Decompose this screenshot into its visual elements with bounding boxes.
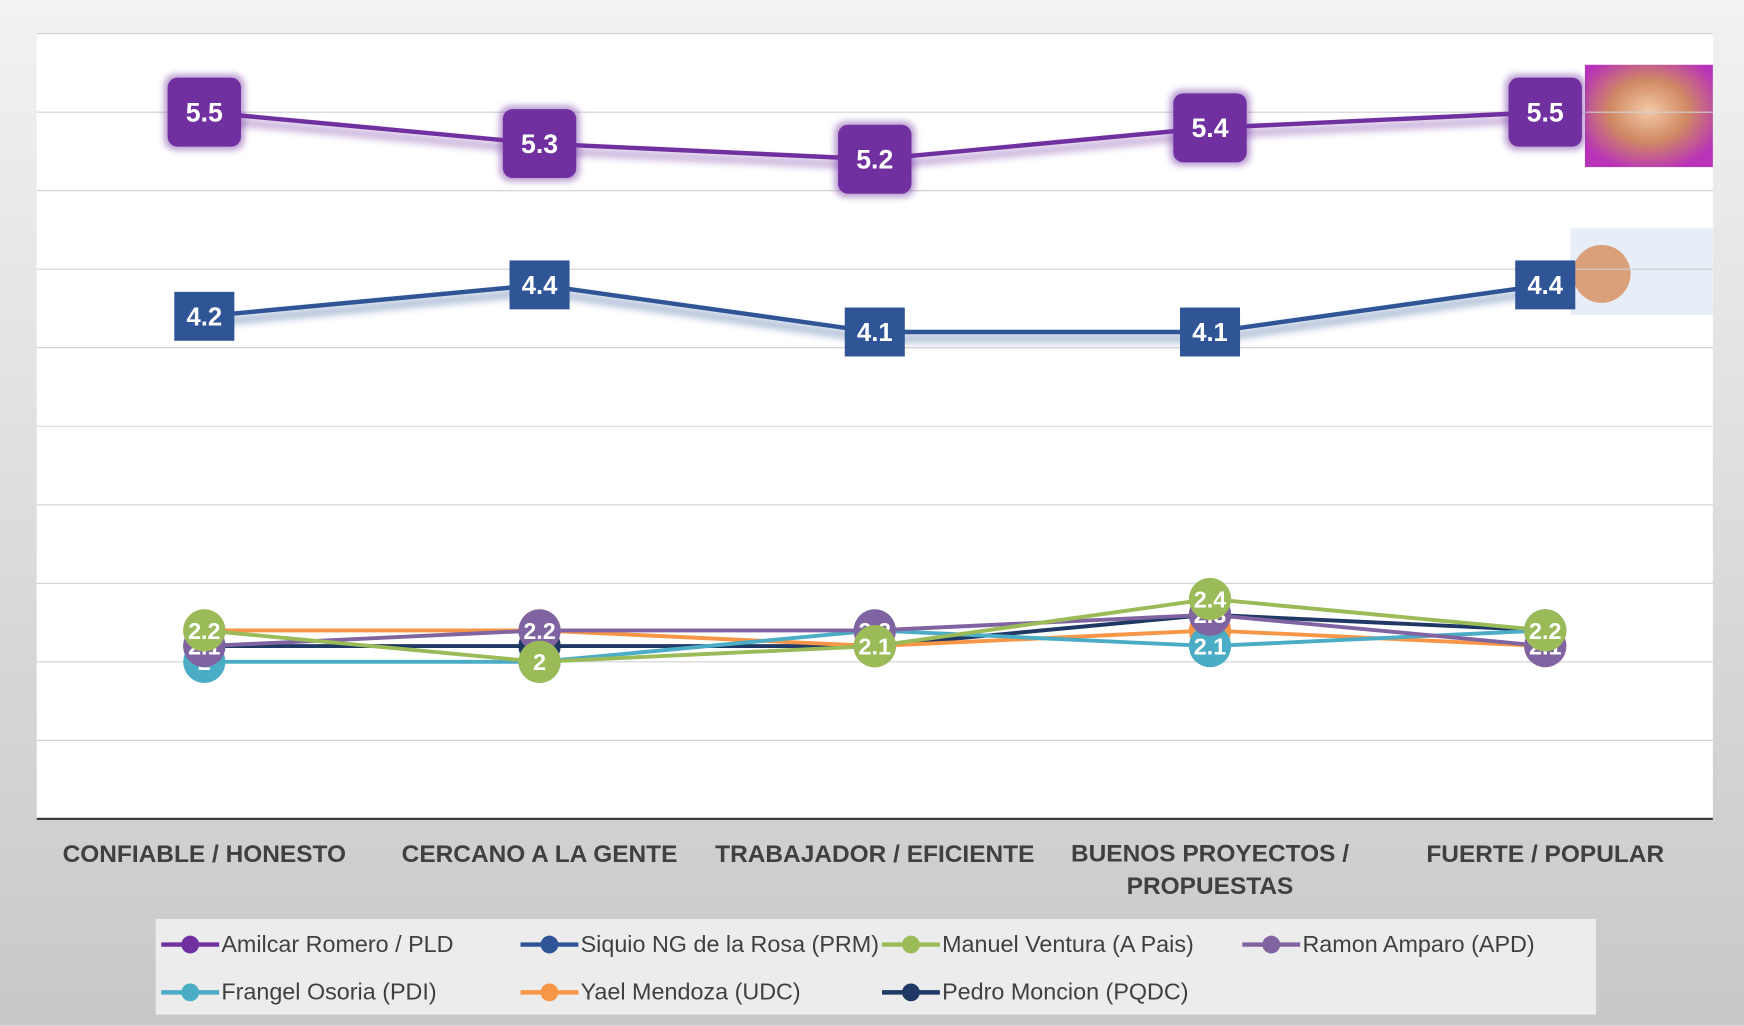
legend-label: Frangel Osoria (PDI) <box>221 979 436 1005</box>
x-tick-label: CONFIABLE / HONESTO <box>63 841 347 868</box>
data-label: 2.1 <box>1194 634 1226 660</box>
data-label: 2.2 <box>1529 618 1561 644</box>
candidate-photo <box>1585 65 1713 167</box>
data-label: 4.4 <box>522 272 558 300</box>
legend-label: Yael Mendoza (UDC) <box>581 979 801 1005</box>
x-tick-label: CERCANO A LA GENTE <box>402 841 678 868</box>
data-label: 5.5 <box>186 97 223 127</box>
chart: 2.12.12.12.32.22.22.22.12.22.1222.22.12.… <box>0 0 1744 1026</box>
x-tick-label: TRABAJADOR / EFICIENTE <box>715 841 1034 868</box>
data-label: 2.1 <box>859 634 891 660</box>
data-label: 5.2 <box>856 145 893 175</box>
data-label: 2.2 <box>188 618 220 644</box>
data-label: 5.4 <box>1191 113 1228 143</box>
page: {"chart_data": {"type": "line", "categor… <box>0 0 1744 1026</box>
legend-label: Amilcar Romero / PLD <box>221 931 453 957</box>
data-label: 4.1 <box>1192 319 1228 347</box>
legend-swatch-marker <box>181 983 199 1001</box>
legend-label: Pedro Moncion (PQDC) <box>942 979 1189 1005</box>
data-label: 5.3 <box>521 129 558 159</box>
legend-swatch-marker <box>541 936 559 954</box>
data-label: 2.4 <box>1194 586 1226 612</box>
legend-label: Siquio NG de la Rosa (PRM) <box>581 931 879 957</box>
data-label: 4.1 <box>857 319 893 347</box>
data-label: 2.2 <box>523 618 555 644</box>
data-label: 2 <box>533 649 546 675</box>
legend-swatch-marker <box>902 983 920 1001</box>
legend-label: Ramon Amparo (APD) <box>1302 931 1534 957</box>
legend-swatch-marker <box>181 936 199 954</box>
data-label: 4.2 <box>187 303 223 331</box>
legend-swatch-marker <box>902 936 920 954</box>
candidate-photo-face <box>1573 245 1631 303</box>
legend-swatch-marker <box>541 983 559 1001</box>
data-label: 4.4 <box>1527 272 1563 300</box>
legend-swatch-marker <box>1262 936 1280 954</box>
data-label: 5.5 <box>1527 97 1564 127</box>
legend-label: Manuel Ventura (A Pais) <box>942 931 1194 957</box>
x-tick-label: FUERTE / POPULAR <box>1426 841 1664 868</box>
